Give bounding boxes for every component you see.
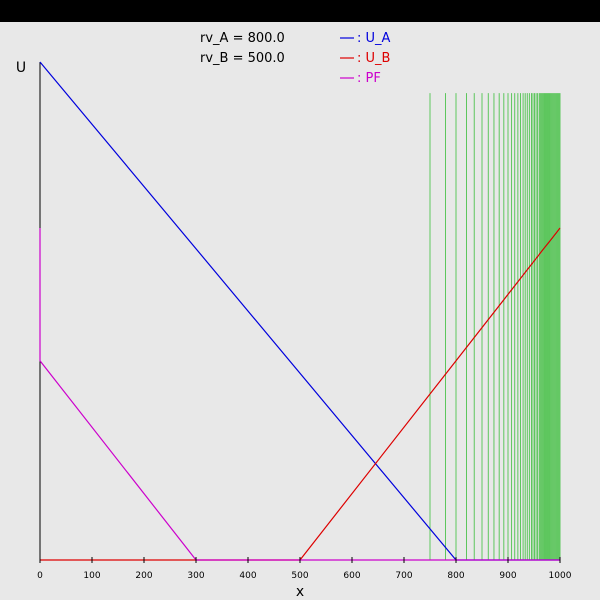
top-bar bbox=[0, 0, 600, 22]
x-tick-label: 300 bbox=[187, 571, 204, 581]
x-tick-label: 900 bbox=[499, 571, 516, 581]
x-tick-label: 800 bbox=[447, 571, 464, 581]
x-tick-label: 100 bbox=[83, 571, 100, 581]
x-tick-label: 400 bbox=[239, 571, 256, 581]
y-axis-title: U bbox=[16, 60, 26, 76]
x-tick-label: 1000 bbox=[549, 571, 572, 581]
param-label: rv_B = 500.0 bbox=[200, 51, 285, 66]
x-tick-label: 200 bbox=[135, 571, 152, 581]
x-tick-label: 700 bbox=[395, 571, 412, 581]
x-tick-label: 0 bbox=[37, 571, 43, 581]
legend-label: : U_A bbox=[357, 31, 391, 46]
x-tick-label: 600 bbox=[343, 571, 360, 581]
x-tick-label: 500 bbox=[291, 571, 308, 581]
legend-label: : PF bbox=[357, 71, 381, 86]
legend-label: : U_B bbox=[357, 51, 390, 66]
x-axis-title: x bbox=[296, 584, 304, 600]
param-label: rv_A = 800.0 bbox=[200, 31, 285, 46]
series-line bbox=[39, 227, 560, 561]
